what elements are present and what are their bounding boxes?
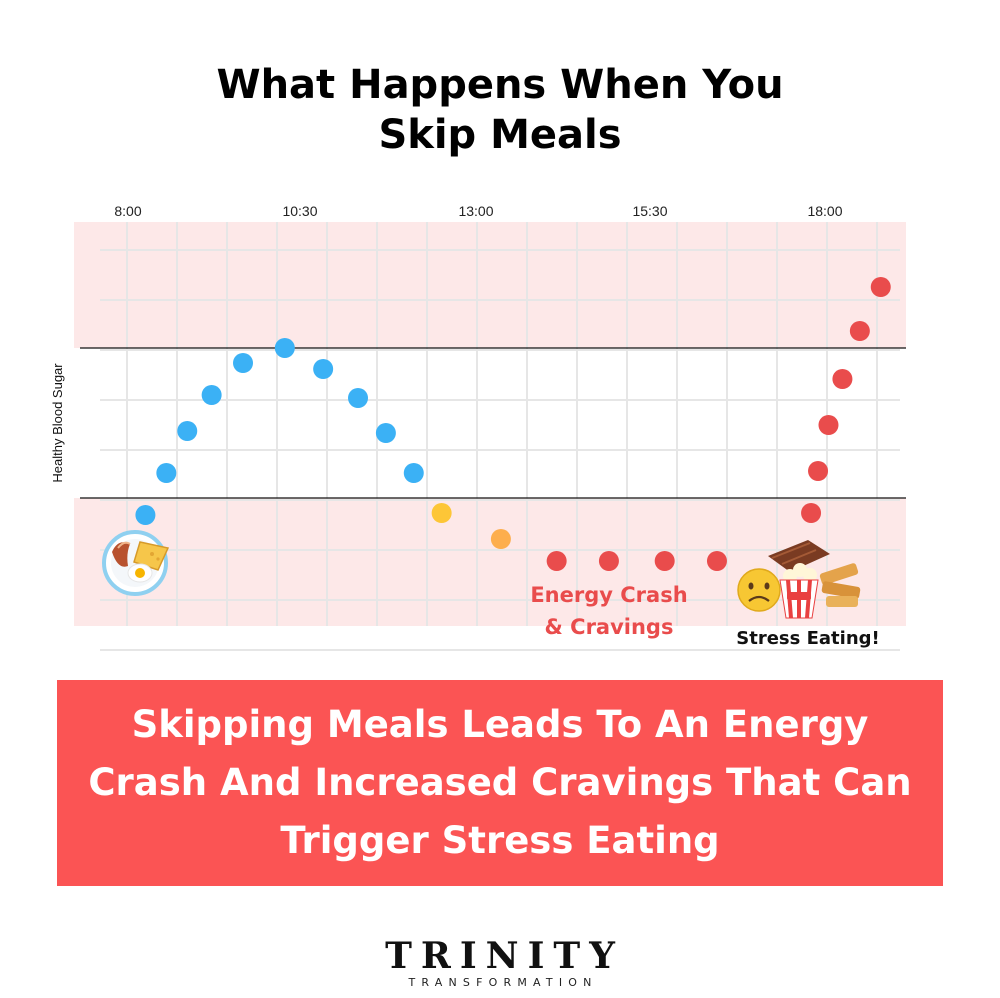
data-point-red — [801, 503, 822, 523]
data-point-orange — [490, 529, 511, 549]
data-point-yellow — [431, 503, 452, 523]
title-line-1: What Happens When You — [216, 62, 784, 108]
data-point-blue — [403, 463, 424, 483]
breakfast-plate-icon — [102, 530, 170, 596]
data-point-blue — [313, 359, 334, 379]
data-point-blue — [274, 338, 295, 358]
data-point-blue — [156, 463, 177, 483]
data-point-red — [808, 461, 829, 481]
popcorn-icon — [779, 563, 819, 619]
logo-main-text: TRINITY — [385, 935, 624, 977]
high-band — [74, 222, 906, 348]
data-point-red — [546, 551, 567, 571]
banner-line-1: Skipping Meals Leads To An Energy — [131, 703, 869, 746]
annotation-energy-crash-line-1: Energy Crash — [530, 583, 687, 607]
banner-line-3: Trigger Stress Eating — [280, 819, 720, 862]
blood-sugar-chart: Healthy Blood Sugar 8:00 10:30 13:00 15:… — [50, 203, 906, 651]
healthy-band — [74, 348, 906, 498]
chart-title: What Happens When You Skip Meals — [0, 60, 1000, 160]
snack-bars-icon — [819, 563, 861, 607]
sad-face-icon — [737, 568, 781, 612]
data-point-red — [849, 321, 870, 341]
data-point-red — [598, 551, 619, 571]
title-line-2: Skip Meals — [378, 112, 622, 158]
x-tick-label: 15:30 — [632, 203, 667, 219]
chocolate-bar-icon — [768, 540, 830, 572]
summary-banner: Skipping Meals Leads To An Energy Crash … — [57, 680, 943, 886]
data-point-blue — [375, 423, 396, 443]
data-point-blue — [348, 388, 369, 408]
data-point-red — [870, 277, 891, 297]
data-point-red — [832, 369, 853, 389]
data-point-red — [654, 551, 675, 571]
annotation-stress-eating: Stress Eating! — [736, 628, 879, 649]
data-point-blue — [135, 505, 156, 525]
data-point-blue — [201, 385, 222, 405]
trinity-logo: TRINITY TRANSFORMATION — [0, 936, 1000, 990]
banner-line-2: Crash And Increased Cravings That Can — [88, 761, 912, 804]
logo-sub-text: TRANSFORMATION — [408, 976, 598, 989]
x-tick-label: 13:00 — [458, 203, 493, 219]
data-point-red — [818, 415, 839, 435]
x-tick-label: 8:00 — [114, 203, 141, 219]
data-point-red — [706, 551, 727, 571]
y-axis-label: Healthy Blood Sugar — [50, 363, 65, 483]
x-tick-label: 18:00 — [807, 203, 842, 219]
data-point-blue — [233, 353, 254, 373]
data-point-blue — [177, 421, 198, 441]
data-points — [135, 277, 891, 571]
annotation-energy-crash-line-2: & Cravings — [545, 615, 674, 639]
x-tick-label: 10:30 — [282, 203, 317, 219]
banner-text: Skipping Meals Leads To An Energy Crash … — [70, 696, 930, 870]
